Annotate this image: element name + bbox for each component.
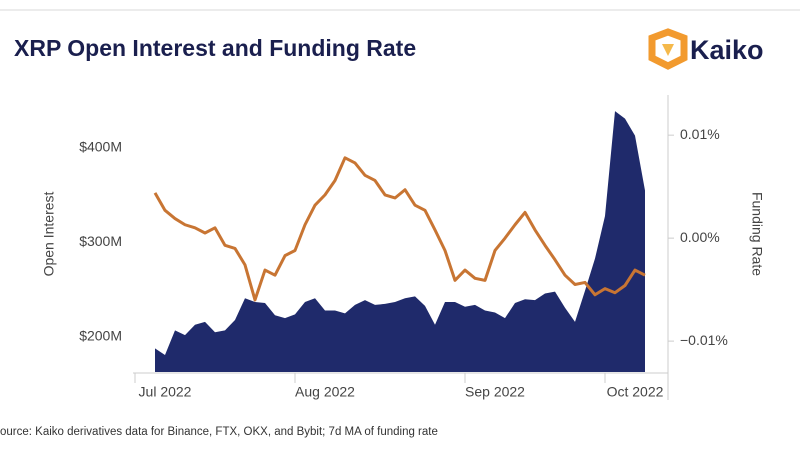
source-note: ource: Kaiko derivatives data for Binanc… [0, 426, 438, 438]
y-tick-label: $300M [79, 233, 122, 249]
y2-tick-label: 0.01% [680, 126, 720, 142]
y2-axis-title: Funding Rate [749, 192, 765, 276]
x-tick-label: Oct 2022 [607, 384, 664, 400]
logo-icon [648, 28, 688, 70]
y2-tick-label: 0.00% [680, 229, 720, 245]
y2-tick-label: −0.01% [680, 332, 728, 348]
y-tick-label: $200M [79, 328, 122, 344]
y-axis-title: Open Interest [41, 191, 57, 276]
chart-title: XRP Open Interest and Funding Rate [14, 35, 416, 61]
y-tick-label: $400M [79, 139, 122, 155]
x-tick-label: Sep 2022 [465, 384, 525, 400]
logo-text: Kaiko [690, 35, 764, 65]
x-tick-label: Aug 2022 [295, 384, 355, 400]
x-tick-label: Jul 2022 [139, 384, 192, 400]
open-interest-area [155, 111, 645, 373]
funding-rate-line [153, 156, 646, 302]
